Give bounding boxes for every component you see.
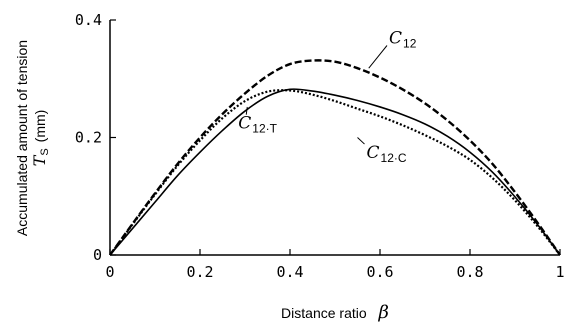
annotation-leader-c12c bbox=[357, 137, 365, 145]
x-axis-title: Distance ratio β bbox=[281, 302, 389, 323]
annotation-layer: C12 C12·T C12·C bbox=[238, 29, 416, 166]
y-tick-label: 0.4 bbox=[75, 11, 102, 29]
y-axis-symbol: T bbox=[30, 154, 49, 166]
annotation-label-c12: C12 bbox=[389, 29, 417, 51]
y-axis-unit: (mm) bbox=[32, 110, 48, 143]
x-tick-label: 0.6 bbox=[366, 263, 393, 281]
y-tick-label: 0 bbox=[93, 246, 102, 264]
annotation-label-c12t: C12·T bbox=[238, 114, 277, 136]
series-line-c12 bbox=[109, 59, 561, 256]
x-ticks: 0 0.2 0.4 0.6 0.8 1 bbox=[105, 249, 565, 281]
y-tick-label: 0.2 bbox=[75, 129, 102, 147]
x-axis-title-text: Distance ratio bbox=[281, 305, 367, 321]
y-axis-title-line2: TS (mm) bbox=[30, 110, 51, 167]
x-tick-label: 0.8 bbox=[456, 263, 483, 281]
series-line-c12t bbox=[109, 88, 561, 256]
y-axis-symbol-sub: S bbox=[39, 148, 51, 155]
y-axis-title-line1: Accumulated amount of tension bbox=[14, 40, 30, 236]
y-ticks: 0 0.2 0.4 bbox=[75, 11, 116, 264]
series-layer bbox=[109, 59, 561, 256]
x-tick-label: 1 bbox=[555, 263, 564, 281]
x-axis-title-symbol: β bbox=[378, 302, 389, 323]
x-tick-label: 0.4 bbox=[276, 263, 303, 281]
x-tick-label: 0 bbox=[105, 263, 114, 281]
annotation-leader-c12 bbox=[368, 45, 388, 69]
x-tick-label: 0.2 bbox=[186, 263, 213, 281]
annotation-label-c12c: C12·C bbox=[367, 143, 407, 165]
annotation-leader-c12t bbox=[245, 106, 248, 115]
y-axis-title: Accumulated amount of tension TS (mm) bbox=[14, 40, 51, 236]
series-line-c12c bbox=[109, 89, 561, 256]
